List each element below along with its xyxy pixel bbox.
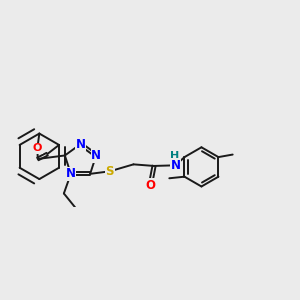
Text: O: O bbox=[145, 179, 155, 192]
Text: H: H bbox=[169, 151, 179, 161]
Text: N: N bbox=[170, 159, 181, 172]
Text: N: N bbox=[66, 167, 76, 180]
Text: O: O bbox=[33, 143, 42, 154]
Text: N: N bbox=[91, 149, 101, 162]
Text: S: S bbox=[106, 165, 114, 178]
Text: N: N bbox=[76, 138, 85, 151]
